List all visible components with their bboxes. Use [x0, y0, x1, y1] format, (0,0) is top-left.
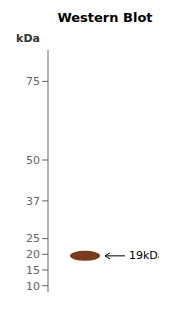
svg-text:25: 25: [26, 232, 40, 245]
svg-text:20: 20: [26, 248, 40, 261]
svg-text:10: 10: [26, 280, 40, 293]
svg-text:75: 75: [26, 75, 40, 88]
svg-text:15: 15: [26, 264, 40, 277]
svg-text:37: 37: [26, 195, 40, 208]
svg-text:50: 50: [26, 154, 40, 167]
svg-text:19kDa: 19kDa: [129, 249, 159, 262]
html-text:Western Blot: Western Blot: [57, 10, 153, 25]
svg-text:kDa: kDa: [16, 32, 40, 45]
